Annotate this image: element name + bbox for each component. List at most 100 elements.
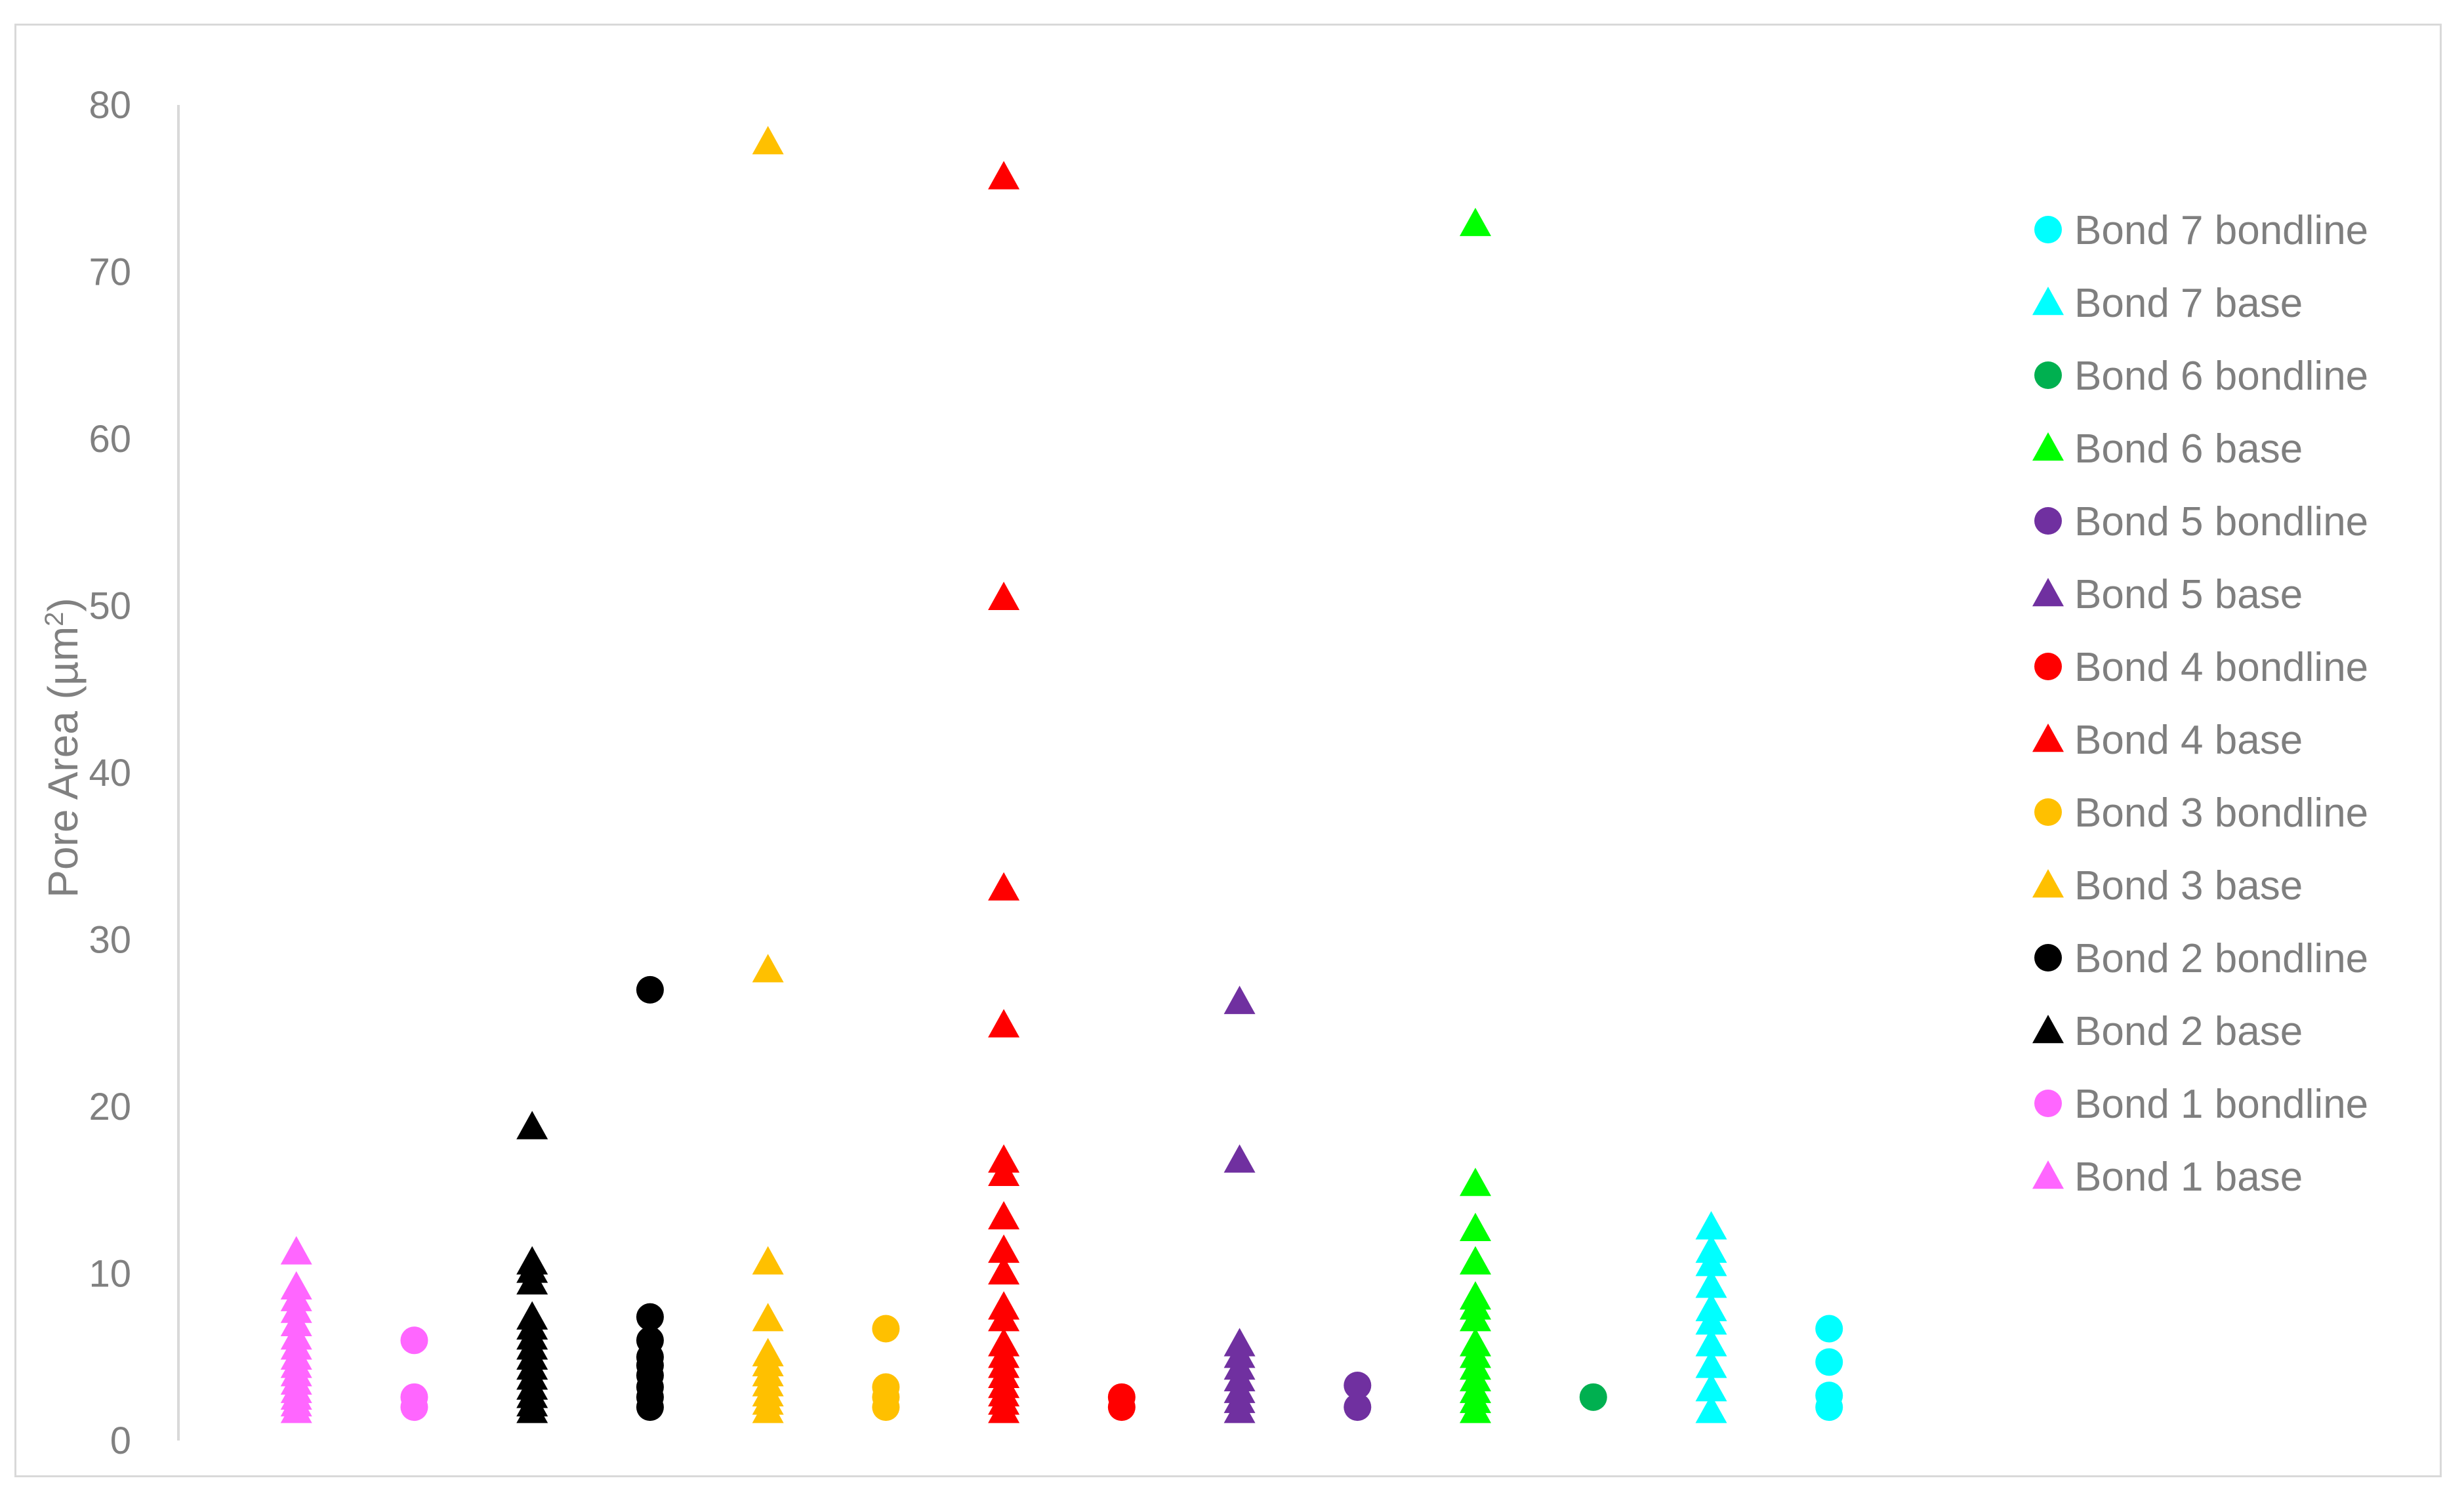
data-point	[1223, 1328, 1256, 1357]
legend-marker	[2032, 724, 2064, 752]
series-bond-6-base	[1460, 207, 1492, 1423]
y-tick-label: 20	[89, 1086, 131, 1128]
series-bond-7-base	[1695, 1211, 1727, 1423]
data-point	[280, 1236, 312, 1265]
legend-marker	[2034, 216, 2062, 243]
legend-label: Bond 6 base	[2074, 426, 2303, 472]
series-bond-6-bondline	[1579, 1383, 1607, 1411]
data-point	[1344, 1393, 1372, 1421]
legend-marker	[2032, 869, 2064, 898]
legend-marker	[2032, 1160, 2064, 1189]
data-point	[1695, 1328, 1727, 1357]
data-point	[1460, 207, 1492, 236]
legend-marker	[2034, 1090, 2062, 1117]
y-tick-label: 40	[89, 752, 131, 794]
y-tick-label: 80	[89, 84, 131, 127]
legend-item: Bond 7 base	[2032, 281, 2303, 326]
series-bond-5-base	[1223, 985, 1256, 1423]
data-point	[988, 1009, 1020, 1038]
data-point	[988, 872, 1020, 901]
legend-item: Bond 7 bondline	[2034, 208, 2368, 253]
data-point	[872, 1373, 900, 1401]
data-point	[752, 1246, 784, 1275]
y-tick-label: 10	[89, 1253, 131, 1296]
legend-label: Bond 2 base	[2074, 1009, 2303, 1054]
legend-item: Bond 4 base	[2032, 718, 2303, 763]
y-tick-label: 70	[89, 251, 131, 294]
data-point	[988, 161, 1020, 190]
legend-item: Bond 2 bondline	[2034, 936, 2368, 981]
series-bond-2-bondline	[636, 975, 664, 1421]
legend-item: Bond 2 base	[2032, 1009, 2303, 1054]
plot-area	[280, 125, 1843, 1423]
legend-label: Bond 1 bondline	[2074, 1082, 2368, 1127]
legend-marker	[2032, 578, 2064, 607]
legend-marker	[2032, 287, 2064, 316]
series-bond-2-base	[516, 1111, 548, 1423]
legend-item: Bond 3 bondline	[2034, 790, 2368, 836]
data-point	[1579, 1383, 1607, 1411]
data-point	[1460, 1246, 1492, 1275]
series-bond-5-bondline	[1344, 1372, 1372, 1421]
data-point	[988, 581, 1020, 610]
data-point	[1695, 1292, 1727, 1322]
legend-item: Bond 3 base	[2032, 863, 2303, 909]
legend-label: Bond 7 bondline	[2074, 208, 2368, 253]
legend-label: Bond 6 bondline	[2074, 354, 2368, 399]
y-tick-label: 60	[89, 418, 131, 460]
legend-label: Bond 5 bondline	[2074, 499, 2368, 544]
data-point	[400, 1326, 428, 1355]
legend-item: Bond 4 bondline	[2034, 645, 2368, 690]
data-point	[516, 1301, 548, 1330]
data-point	[752, 1338, 784, 1366]
y-axis-title: Pore Area (µm2)	[39, 598, 87, 897]
data-point	[988, 1328, 1020, 1357]
legend-item: Bond 5 bondline	[2034, 499, 2368, 544]
data-point	[988, 1234, 1020, 1263]
data-point	[1460, 1281, 1492, 1310]
data-point	[1695, 1395, 1727, 1423]
data-point	[1695, 1349, 1727, 1378]
data-point	[1223, 985, 1256, 1014]
legend-label: Bond 7 base	[2074, 281, 2303, 326]
legend-marker	[2034, 944, 2062, 971]
data-point	[1815, 1315, 1843, 1343]
legend: Bond 7 bondline Bond 7 base Bond 6 bondlin…	[2032, 208, 2368, 1200]
data-point	[636, 1326, 664, 1355]
legend-label: Bond 2 bondline	[2074, 936, 2368, 981]
legend-marker	[2034, 653, 2062, 680]
legend-marker	[2032, 432, 2064, 461]
data-point	[1107, 1383, 1136, 1411]
series-bond-3-bondline	[872, 1315, 900, 1421]
legend-label: Bond 1 base	[2074, 1155, 2303, 1200]
data-point	[1815, 1381, 1843, 1410]
data-point	[516, 1111, 548, 1139]
data-point	[752, 1303, 784, 1332]
data-point	[872, 1315, 900, 1343]
series-bond-4-bondline	[1107, 1383, 1136, 1421]
data-point	[1460, 1212, 1492, 1241]
series-bond-3-base	[752, 125, 784, 1423]
y-tick-label: 30	[89, 919, 131, 962]
legend-item: Bond 6 bondline	[2034, 354, 2368, 399]
data-point	[280, 1271, 312, 1300]
data-point	[636, 975, 664, 1004]
data-point	[1460, 1328, 1492, 1357]
legend-item: Bond 1 bondline	[2034, 1082, 2368, 1127]
legend-item: Bond 1 base	[2032, 1155, 2303, 1200]
y-tick-label: 50	[89, 585, 131, 628]
legend-label: Bond 3 base	[2074, 863, 2303, 909]
data-point	[1460, 1168, 1492, 1196]
legend-marker	[2034, 798, 2062, 826]
series-bond-4-base	[988, 161, 1020, 1423]
y-tick-label: 0	[110, 1420, 131, 1462]
legend-label: Bond 4 base	[2074, 718, 2303, 763]
legend-marker	[2034, 361, 2062, 389]
data-point	[636, 1303, 664, 1331]
data-point	[516, 1246, 548, 1275]
series-bond-1-base	[280, 1236, 312, 1423]
data-point	[988, 1144, 1020, 1173]
data-point	[1695, 1234, 1727, 1263]
data-point	[752, 125, 784, 155]
